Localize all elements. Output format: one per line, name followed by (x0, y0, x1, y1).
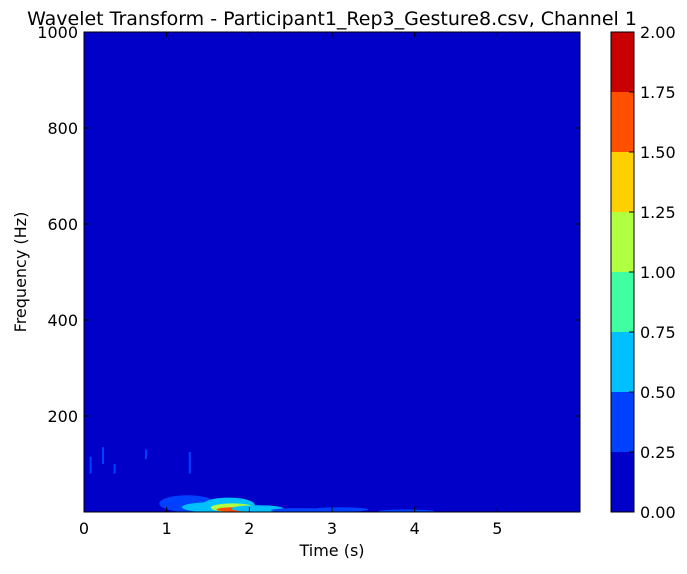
colorbar-tick-label: 1.00 (640, 263, 676, 282)
x-tick-label: 1 (162, 519, 172, 538)
x-tick-label: 4 (410, 519, 420, 538)
heatmap-background (84, 32, 580, 512)
heatmap-feature (145, 449, 147, 460)
y-tick-label: 600 (47, 215, 78, 234)
x-tick-label: 3 (327, 519, 337, 538)
y-tick-label: 800 (47, 119, 78, 138)
colorbar-tick-label: 0.50 (640, 383, 676, 402)
plot-area: 0 1 2 3 4 5 200 400 600 800 1000 (37, 23, 581, 538)
colorbar-tick-label: 2.00 (640, 23, 676, 42)
colorbar-tick-label: 0.00 (640, 503, 676, 522)
y-tick-label: 200 (47, 407, 78, 426)
x-tick-label: 5 (492, 519, 502, 538)
colorbar-band (611, 332, 634, 392)
y-tick-label: 1000 (37, 23, 78, 42)
x-tick-label: 0 (79, 519, 89, 538)
colorbar-band (611, 272, 634, 332)
colorbar-band (611, 452, 634, 512)
y-tick-label: 400 (47, 311, 78, 330)
colorbar-band (611, 152, 634, 212)
x-axis-label: Time (s) (298, 541, 364, 560)
colorbar-tick-label: 0.75 (640, 323, 676, 342)
heatmap-feature (89, 456, 92, 474)
colorbar-band (611, 392, 634, 452)
colorbar-band (611, 92, 634, 152)
heatmap-feature (102, 447, 105, 464)
colorbar-tick-label: 1.50 (640, 143, 676, 162)
colorbar-tick-label: 1.75 (640, 83, 676, 102)
chart-title: Wavelet Transform - Participant1_Rep3_Ge… (27, 8, 637, 30)
y-axis-label: Frequency (Hz) (11, 212, 30, 333)
colorbar: 0.00 0.25 0.50 0.75 1.00 1.25 1.50 1.75 2.00 (610, 23, 676, 522)
colorbar-tick-label: 0.25 (640, 443, 676, 462)
x-tick-label: 2 (244, 519, 254, 538)
colorbar-band (611, 32, 634, 92)
heatmap-feature (231, 505, 284, 512)
heatmap-feature (188, 452, 191, 474)
heatmap-feature (312, 507, 369, 512)
heatmap-feature (113, 464, 116, 474)
colorbar-tick-label: 1.25 (640, 203, 676, 222)
colorbar-band (611, 212, 634, 272)
